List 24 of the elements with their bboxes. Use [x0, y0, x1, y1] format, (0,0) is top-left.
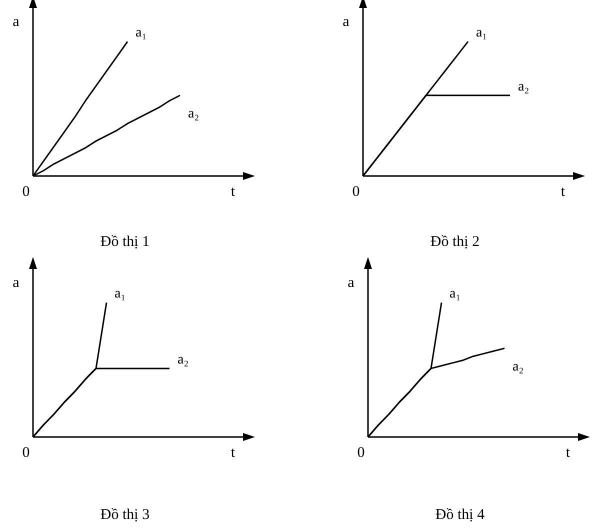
y-axis-title: a — [12, 275, 20, 291]
series-label: a₁ — [450, 286, 461, 302]
text: Đồ thị 3 — [100, 507, 150, 523]
series-label: a₂ — [518, 79, 530, 94]
x-axis-title: t — [230, 445, 236, 461]
text: Đồ thị 1 — [100, 234, 150, 250]
series-label: a₁ — [476, 26, 488, 41]
series-label: a₂ — [512, 359, 524, 374]
series-label: a₁ — [114, 286, 126, 302]
y-axis-title: a — [12, 14, 20, 30]
x-axis-title: t — [566, 445, 571, 461]
text: 0 — [352, 184, 360, 200]
series-label: a₁ — [136, 26, 147, 41]
series-label: a₂ — [188, 106, 200, 122]
x-axis-title: t — [560, 184, 566, 200]
series-label: a₂ — [178, 352, 189, 368]
x-axis-title: t — [230, 184, 236, 200]
text: Đồ thị 2 — [430, 234, 480, 250]
text: 0 — [22, 445, 30, 461]
text: 0 — [357, 445, 365, 461]
text: 0 — [22, 184, 30, 200]
y-axis-title: a — [348, 275, 355, 291]
y-axis-title: a — [342, 14, 350, 30]
text: Đồ thị 4 — [435, 507, 486, 523]
